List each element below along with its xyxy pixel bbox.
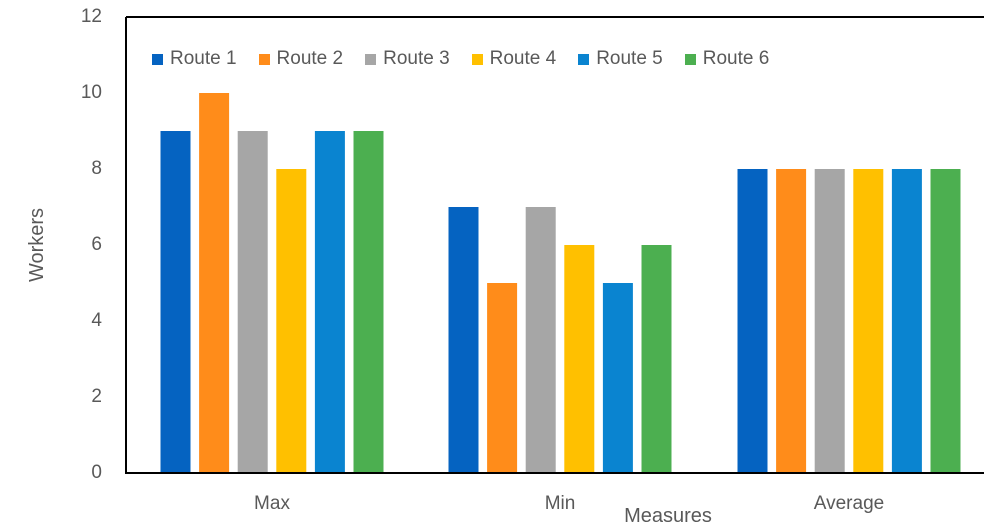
bar-route-5-max xyxy=(314,131,345,472)
legend-swatch xyxy=(365,53,377,65)
y-tick-label: 8 xyxy=(91,158,102,179)
bar-route-2-max xyxy=(199,93,230,472)
legend-swatch xyxy=(471,53,483,65)
bar-route-4-max xyxy=(276,169,307,472)
y-tick-label: 4 xyxy=(91,310,102,331)
legend-swatch xyxy=(152,53,163,65)
legend-item: Route 5 xyxy=(578,48,663,70)
bar-route-4-min xyxy=(564,245,595,472)
bar-route-3-max xyxy=(237,131,268,472)
bar-route-1-min xyxy=(448,207,479,472)
legend: Route 1 Route 2 Route 3 Route 4 Route 5 Route… xyxy=(152,48,791,70)
legend-item: Route 2 xyxy=(258,48,344,70)
bar-route-4-average xyxy=(853,169,884,472)
y-tick-label: 10 xyxy=(80,82,102,103)
legend-label: Route 6 xyxy=(702,48,770,69)
y-tick-label: 6 xyxy=(91,234,102,255)
legend-label: Route 5 xyxy=(596,48,663,69)
bar-route-3-min xyxy=(525,207,556,472)
x-tick-label: Average xyxy=(813,493,885,514)
y-tick-label: 2 xyxy=(91,386,102,407)
bar-route-6-max xyxy=(353,131,384,472)
bar-route-6-average xyxy=(930,169,961,472)
x-axis-title: Measures xyxy=(624,505,712,527)
bar-route-3-average xyxy=(814,169,845,472)
bar-route-2-min xyxy=(487,283,518,472)
legend-swatch xyxy=(258,53,270,65)
y-tick-label: 0 xyxy=(91,462,102,483)
y-axis-title: Workers xyxy=(26,207,48,283)
legend-item: Route 3 xyxy=(365,48,450,70)
bar-route-1-max xyxy=(160,131,191,472)
legend-label: Route 4 xyxy=(489,48,557,69)
bar-route-5-average xyxy=(891,169,922,472)
legend-item: Route 4 xyxy=(471,48,557,70)
legend-item: Route 6 xyxy=(684,48,770,70)
bar-route-5-min xyxy=(602,283,633,472)
bar-route-6-min xyxy=(641,245,672,472)
plot-frame xyxy=(125,16,984,474)
bar-route-2-average xyxy=(776,169,807,472)
legend-label: Route 3 xyxy=(383,48,450,69)
legend-swatch xyxy=(578,53,590,65)
y-tick-label: 12 xyxy=(80,6,102,27)
legend-label: Route 2 xyxy=(276,48,344,69)
legend-label: Route 1 xyxy=(170,48,237,69)
x-tick-label: Max xyxy=(254,493,290,514)
x-tick-label: Min xyxy=(544,493,576,514)
bar-route-1-average xyxy=(737,169,768,472)
legend-item: Route 1 xyxy=(152,48,237,70)
legend-swatch xyxy=(684,53,696,65)
